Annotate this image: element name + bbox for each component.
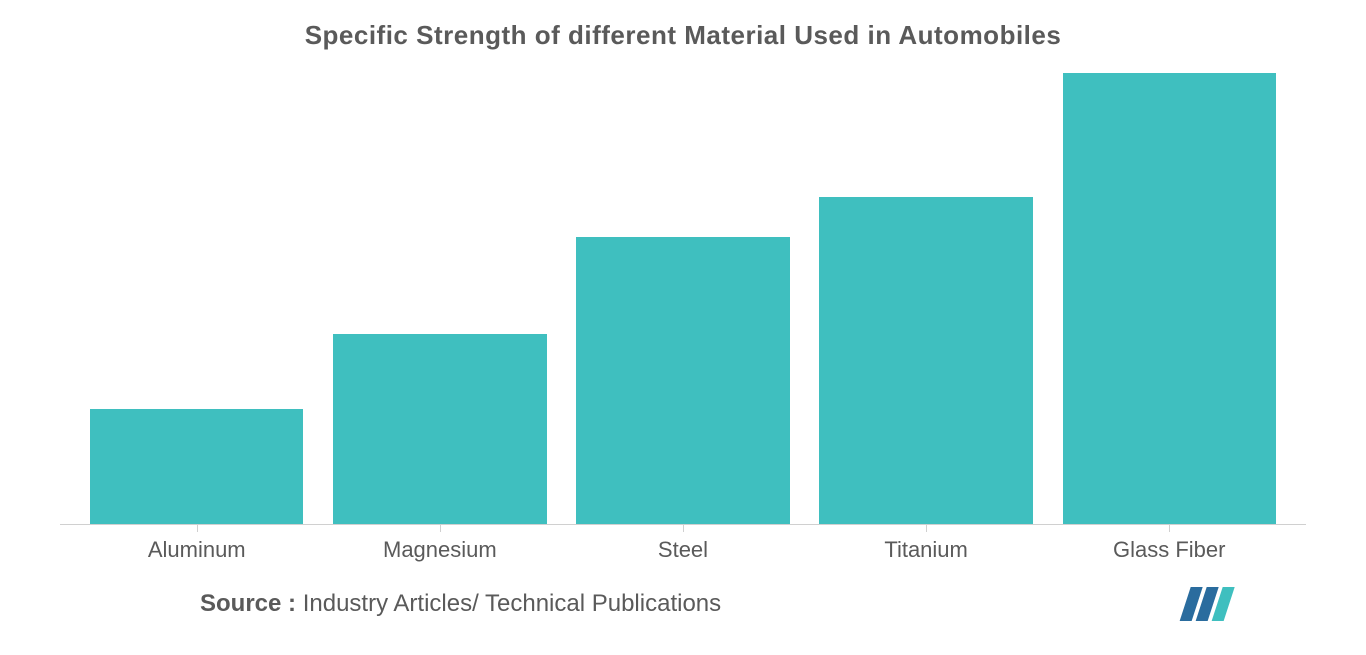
bar-group xyxy=(333,334,546,524)
x-label: Glass Fiber xyxy=(1063,537,1276,563)
axis-tick xyxy=(197,524,198,532)
bar-group xyxy=(1063,73,1276,524)
x-label: Aluminum xyxy=(90,537,303,563)
source-row: Source : Industry Articles/ Technical Pu… xyxy=(60,563,1306,625)
bar-group xyxy=(576,237,789,525)
bar-magnesium xyxy=(333,334,546,524)
plot-area xyxy=(60,61,1306,525)
axis-tick xyxy=(440,524,441,532)
x-label: Magnesium xyxy=(333,537,546,563)
source-text: Source : Industry Articles/ Technical Pu… xyxy=(200,590,721,618)
bar-aluminum xyxy=(90,409,303,524)
x-label: Steel xyxy=(576,537,789,563)
chart-container: Specific Strength of different Material … xyxy=(0,0,1366,655)
chart-title: Specific Strength of different Material … xyxy=(60,20,1306,51)
axis-tick xyxy=(1169,524,1170,532)
axis-tick xyxy=(926,524,927,532)
axis-tick xyxy=(683,524,684,532)
bar-group xyxy=(819,197,1032,524)
source-value: Industry Articles/ Technical Publication… xyxy=(303,590,721,617)
bar-steel xyxy=(576,237,789,525)
x-label: Titanium xyxy=(819,537,1032,563)
logo-icon xyxy=(1176,583,1246,625)
bar-titanium xyxy=(819,197,1032,524)
bar-group xyxy=(90,409,303,524)
source-label: Source : xyxy=(200,590,296,617)
brand-logo xyxy=(1176,583,1246,625)
bar-glass-fiber xyxy=(1063,73,1276,524)
